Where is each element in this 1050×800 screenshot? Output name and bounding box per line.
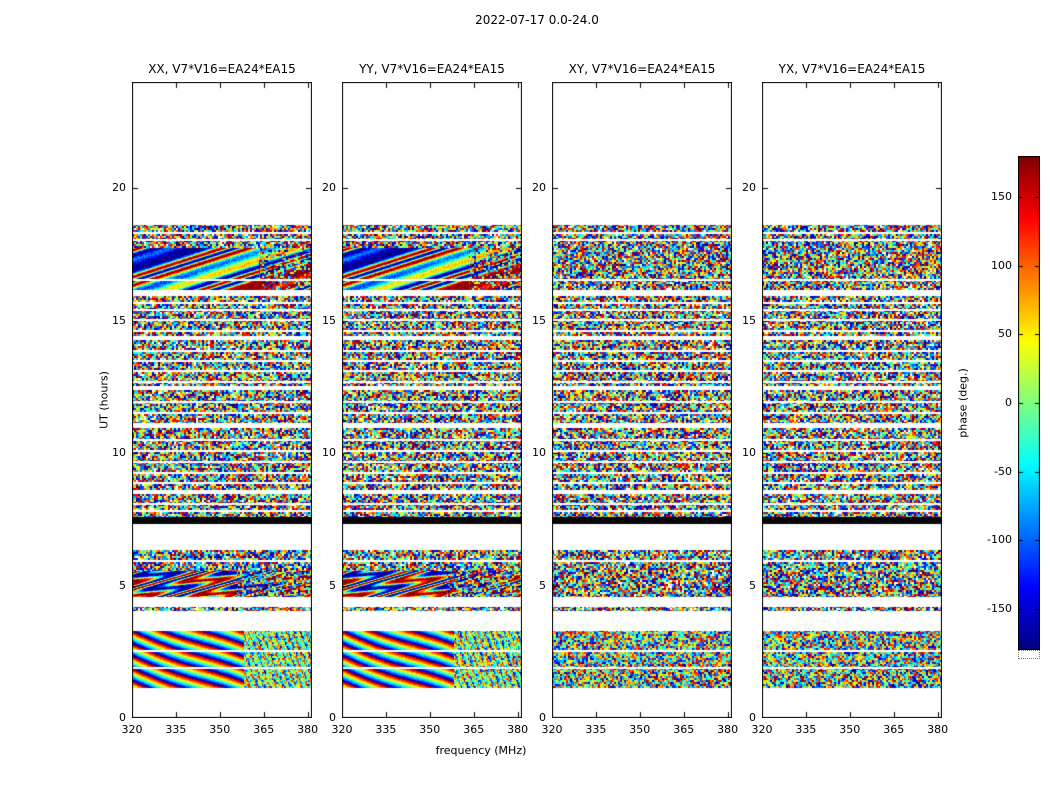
x-tick-label: 320 xyxy=(331,723,353,736)
x-tick-label: 350 xyxy=(419,723,441,736)
y-tick-label: 0 xyxy=(329,711,336,724)
y-tick-label: 15 xyxy=(532,313,546,327)
panel-title-yy: YY, V7*V16=EA24*EA15 xyxy=(359,62,505,76)
x-tick-label: 320 xyxy=(121,723,143,736)
y-tick-label: 20 xyxy=(532,181,546,194)
y-tick-label: 15 xyxy=(742,313,756,327)
panel-xy: XY, V7*V16=EA24*EA15 320 335 350 365 380 0 5 10… xyxy=(532,62,738,762)
x-tick-label: 350 xyxy=(209,723,231,736)
phase-heatmap-xx xyxy=(132,82,312,718)
colorbar-tick-label: 0 xyxy=(1005,396,1012,409)
colorbar-tick-label: 150 xyxy=(991,190,1012,204)
x-tick-label: 365 xyxy=(253,723,275,736)
colorbar: 150 100 50 0 -50 -100 -150 xyxy=(987,156,1040,659)
phase-heatmap-yy xyxy=(342,82,522,718)
x-tick-label: 365 xyxy=(463,723,485,736)
figure-title: 2022-07-17 0.0-24.0 xyxy=(475,13,599,27)
y-tick-label: 5 xyxy=(329,578,336,592)
y-tick-label: 10 xyxy=(112,446,126,459)
panel-xx: XX, V7*V16=EA24*EA15 320 335 350 365 380 0 5 10… xyxy=(112,62,318,762)
x-tick-label: 335 xyxy=(375,723,397,736)
y-tick-label: 0 xyxy=(119,711,126,724)
panel-yy: YY, V7*V16=EA24*EA15 320 335 350 365 380 0 5 10… xyxy=(322,62,528,762)
y-tick-label: 5 xyxy=(539,578,546,592)
y-tick-label: 10 xyxy=(742,446,756,459)
y-tick-label: 0 xyxy=(539,711,546,724)
x-tick-label: 365 xyxy=(883,723,905,736)
y-tick-label: 20 xyxy=(742,181,756,194)
x-tick-label: 335 xyxy=(585,723,607,736)
colorbar-extension xyxy=(1018,650,1040,659)
y-tick-label: 5 xyxy=(119,578,126,592)
colorbar-gradient xyxy=(1018,156,1040,650)
colorbar-tick-label: -150 xyxy=(987,601,1012,615)
y-tick-label: 15 xyxy=(112,313,126,327)
x-tick-label: 320 xyxy=(751,723,773,736)
panel-title-yx: YX, V7*V16=EA24*EA15 xyxy=(778,62,926,76)
y-tick-label: 15 xyxy=(322,313,336,327)
y-tick-label: 5 xyxy=(749,578,756,592)
panel-yx: YX, V7*V16=EA24*EA15 320 335 350 365 380 0 5 10… xyxy=(742,62,948,762)
colorbar-label: phase (deg.) xyxy=(956,368,970,438)
x-tick-label: 320 xyxy=(541,723,563,736)
x-tick-label: 335 xyxy=(795,723,817,736)
phase-heatmap-yx xyxy=(762,82,942,718)
x-axis-label: frequency (MHz) xyxy=(435,744,527,757)
y-axis-label: UT (hours) xyxy=(97,371,111,429)
x-tick-label: 335 xyxy=(165,723,187,736)
y-tick-label: 20 xyxy=(322,181,336,194)
panel-title-xy: XY, V7*V16=EA24*EA15 xyxy=(568,62,716,76)
x-tick-label: 380 xyxy=(717,723,739,736)
x-tick-label: 380 xyxy=(507,723,529,736)
x-tick-label: 380 xyxy=(297,723,319,736)
y-tick-label: 10 xyxy=(322,446,336,459)
y-tick-label: 10 xyxy=(532,446,546,459)
panel-title-xx: XX, V7*V16=EA24*EA15 xyxy=(148,62,296,76)
x-tick-label: 350 xyxy=(629,723,651,736)
x-tick-label: 365 xyxy=(673,723,695,736)
colorbar-tick-label: -100 xyxy=(987,533,1012,547)
x-tick-label: 380 xyxy=(927,723,949,736)
x-tick-label: 350 xyxy=(839,723,861,736)
colorbar-tick-label: -50 xyxy=(994,464,1012,478)
phase-heatmap-xy xyxy=(552,82,732,718)
y-tick-label: 20 xyxy=(112,181,126,194)
colorbar-tick-label: 50 xyxy=(998,327,1012,341)
colorbar-tick-label: 100 xyxy=(991,258,1012,272)
y-tick-label: 0 xyxy=(749,711,756,724)
